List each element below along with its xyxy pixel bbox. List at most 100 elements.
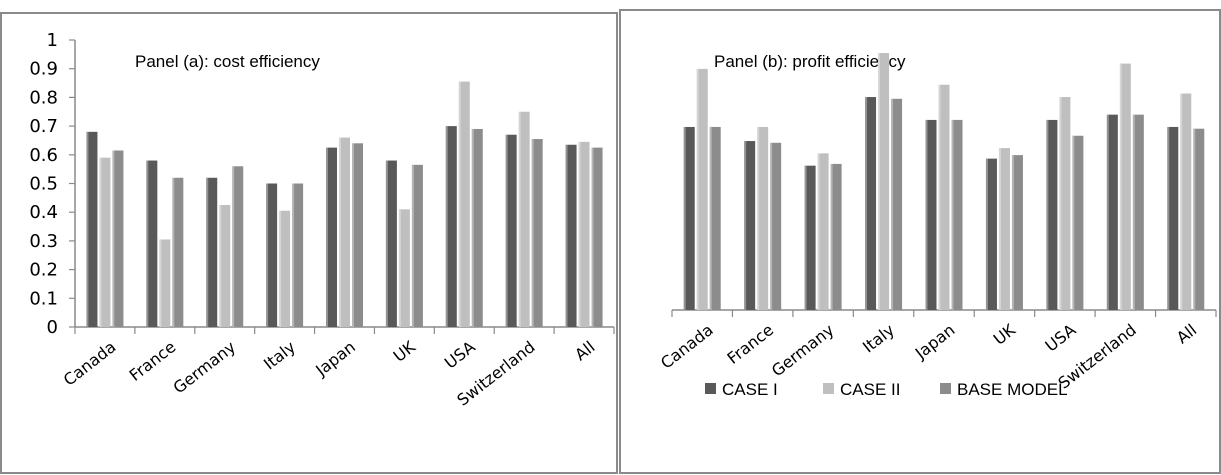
bar-base-model-usa [471,128,483,327]
bar-highlight [578,141,581,327]
bar-highlight [1119,63,1122,310]
bar-highlight [219,205,222,327]
bar-case-ii-switzerland [1119,63,1131,310]
bar-highlight [206,177,209,327]
bar-case-ii-all [1180,93,1192,311]
bar-base-model-switzerland [531,139,543,327]
bar-highlight [339,137,341,327]
bar-highlight [1167,126,1170,311]
bar-highlight [830,163,833,310]
bar-base-model-italy [292,183,304,327]
bar-case-ii-switzerland [518,111,530,327]
bar-highlight [1132,114,1135,310]
bar-highlight [891,98,894,310]
panel-b-title: Panel (b): profit efficiency [714,52,906,71]
bar-base-model-japan [352,143,363,327]
bar-highlight [1106,114,1109,310]
bar-case-i-all [1167,126,1179,311]
bar-highlight [385,160,388,327]
bar-case-ii-uk [998,148,1010,310]
bar-highlight [709,126,712,311]
bar-case-i-japan [326,147,337,327]
bar-highlight [878,53,881,310]
bar-highlight [696,68,699,310]
bar-highlight [925,119,928,310]
bar-highlight [445,126,448,327]
bar-case-ii-all [578,141,590,327]
bar-highlight [938,84,941,310]
bar-highlight [744,141,747,310]
bar-highlight [770,142,773,310]
bar-case-ii-usa [1059,97,1071,310]
bar-highlight [279,210,282,327]
legend-label-case-i: CASE I [722,380,778,399]
bar-highlight [159,239,162,327]
bar-highlight [112,150,115,327]
bar-highlight [817,153,820,310]
bar-highlight [1193,128,1196,310]
bar-highlight [411,164,414,327]
panel-a-y-ticks: 1 0.9 0.8 0.7 0.6 0.5 0.4 0.3 0.2 0.1 0 [29,30,75,338]
panel-a-bars [74,81,615,334]
bar-highlight [1011,155,1014,310]
bar-highlight [998,148,1001,310]
bar-highlight [471,128,474,327]
bar-case-ii-germany [219,205,231,327]
bar-case-ii-uk [398,209,410,327]
bar-case-ii-japan [938,84,950,310]
y-tick-label: 0 [47,317,58,338]
bar-base-model-france [172,177,184,327]
panel-a-title: Panel (a): cost efficiency [135,52,320,71]
bar-case-ii-canada [696,68,708,310]
bar-base-model-canada [709,126,721,311]
bar-case-ii-italy [878,53,890,310]
bar-highlight [1046,119,1049,310]
bar-highlight [352,143,354,327]
bar-highlight [146,160,149,327]
bar-highlight [266,183,269,327]
bar-base-model-germany [232,166,244,327]
bar-case-i-uk [985,158,997,310]
y-tick-label: 0.2 [29,260,58,281]
y-tick-label: 1 [47,30,58,51]
bar-case-i-france [146,160,158,327]
bar-base-model-japan [951,119,963,310]
legend-swatch-case-i [705,383,716,394]
legend-label-case-ii: CASE II [840,380,900,399]
bar-base-model-canada [112,150,124,327]
bar-case-i-canada [86,131,98,327]
bar-base-model-all [591,147,603,327]
bar-highlight [865,97,868,310]
bar-case-ii-canada [99,157,111,327]
bar-case-i-germany [804,165,816,310]
bar-case-i-all [565,144,577,327]
bar-case-i-usa [1046,119,1058,310]
bar-highlight [326,147,328,327]
bar-highlight [531,139,534,327]
bar-highlight [172,177,175,327]
bar-base-model-uk [1011,155,1023,310]
bar-highlight [505,134,508,327]
bar-case-ii-france [757,126,769,311]
y-tick-label: 0.4 [29,202,58,223]
bar-highlight [1072,135,1075,310]
y-tick-label: 0.7 [29,116,58,137]
legend: CASE I CASE II BASE MODEL [705,380,1068,399]
bar-case-i-switzerland [505,134,517,327]
bar-case-i-germany [206,177,218,327]
bar-case-ii-france [159,239,171,327]
bar-highlight [458,81,461,328]
y-tick-label: 0.1 [29,288,58,309]
bar-highlight [757,126,760,311]
bar-case-i-usa [445,126,457,327]
bar-highlight [518,111,521,327]
bar-case-i-france [744,141,756,310]
bar-case-i-canada [683,126,695,311]
bar-case-i-switzerland [1106,114,1118,310]
bar-base-model-germany [830,163,842,310]
legend-swatch-base-model [940,383,951,394]
legend-swatch-case-ii [823,383,834,394]
bar-case-i-japan [925,119,937,310]
y-tick-label: 0.8 [29,87,58,108]
